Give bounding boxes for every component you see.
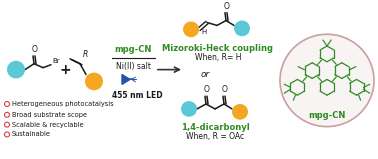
Text: O: O xyxy=(204,85,210,94)
Text: Br: Br xyxy=(52,58,60,64)
Text: Heterogeneous photocatalysis: Heterogeneous photocatalysis xyxy=(12,101,114,107)
Text: Mizoroki-Heck coupling: Mizoroki-Heck coupling xyxy=(163,44,274,53)
Text: 1,4-dicarbonyl: 1,4-dicarbonyl xyxy=(181,123,249,132)
Text: When, R= H: When, R= H xyxy=(195,53,241,62)
Text: 455 nm LED: 455 nm LED xyxy=(112,91,162,100)
Circle shape xyxy=(7,61,25,78)
Circle shape xyxy=(181,101,197,117)
Text: Scalable & recyclable: Scalable & recyclable xyxy=(12,122,84,128)
Circle shape xyxy=(232,104,248,120)
Text: Broad substrate scope: Broad substrate scope xyxy=(12,112,87,118)
Text: O: O xyxy=(224,2,230,11)
Text: mpg-CN: mpg-CN xyxy=(308,111,346,120)
Circle shape xyxy=(280,34,374,127)
Circle shape xyxy=(85,73,103,90)
FancyArrowPatch shape xyxy=(158,67,180,72)
Text: Sustainable: Sustainable xyxy=(12,131,51,137)
Text: +: + xyxy=(59,63,71,77)
Text: O: O xyxy=(32,45,38,54)
Circle shape xyxy=(234,21,250,36)
Text: R: R xyxy=(83,50,88,59)
Text: mpg-CN: mpg-CN xyxy=(114,45,152,54)
Circle shape xyxy=(183,21,199,37)
Text: O: O xyxy=(222,85,228,94)
Text: When, R = OAc: When, R = OAc xyxy=(186,131,244,141)
Text: Ni(II) salt: Ni(II) salt xyxy=(116,62,150,71)
Text: or: or xyxy=(200,70,210,79)
Polygon shape xyxy=(122,75,130,84)
Text: H: H xyxy=(201,29,207,35)
